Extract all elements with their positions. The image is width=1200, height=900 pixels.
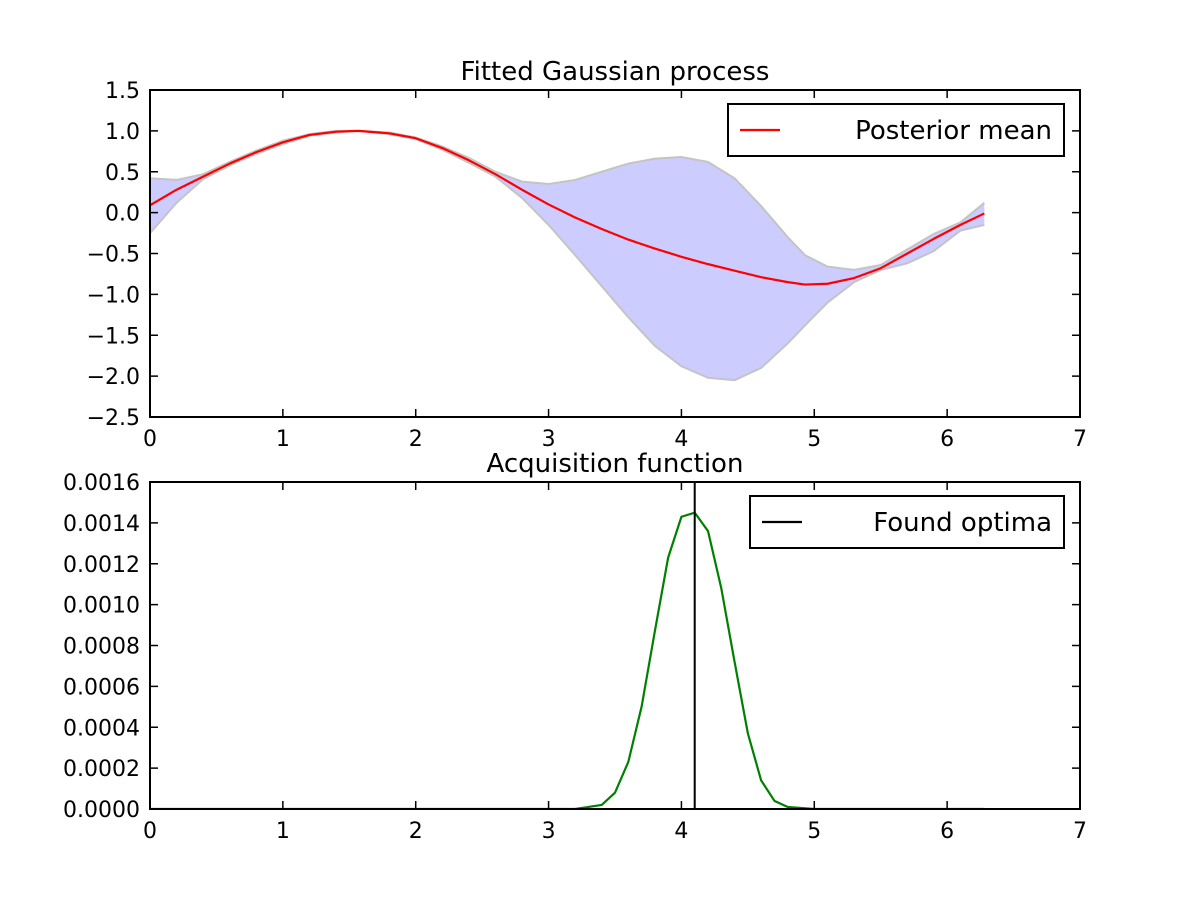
x-tick-label: 6 [940, 819, 954, 844]
y-tick-label: 0.5 [105, 161, 140, 186]
x-tick-label: 5 [807, 819, 821, 844]
x-tick-label: 3 [542, 427, 556, 452]
plot-area [150, 482, 985, 809]
x-tick-label: 3 [542, 819, 556, 844]
legend-box [727, 103, 1065, 157]
confidence-band-upper-edge [150, 129, 985, 271]
y-tick-label: 0.0012 [63, 553, 140, 578]
posterior-mean-line [150, 129, 985, 286]
y-tick-label: 0.0014 [63, 512, 140, 537]
acquisition-curve [150, 511, 985, 809]
y-tick-label: −2.0 [87, 365, 140, 390]
legend-label: Posterior mean [855, 116, 1052, 146]
x-tick-label: 4 [674, 427, 688, 452]
chart-title: Fitted Gaussian process [461, 57, 770, 87]
x-tick-label: 0 [143, 819, 157, 844]
y-tick-label: 0.0 [105, 202, 140, 227]
x-tick-label: 4 [674, 819, 688, 844]
plot-area [150, 129, 985, 382]
y-tick-label: 0.0004 [63, 716, 140, 741]
confidence-band [150, 130, 985, 381]
x-tick-label: 1 [276, 819, 290, 844]
x-tick-label: 7 [1073, 427, 1087, 452]
x-tick-label: 5 [807, 427, 821, 452]
x-tick-label: 1 [276, 427, 290, 452]
acquisition-axes: 0 1 2 3 4 5 6 7 0.0000 0.0002 0.0004 0.0006 0.0008 0.… [63, 449, 1087, 844]
legend-label: Found optima [873, 508, 1052, 538]
x-tick-label: 2 [409, 819, 423, 844]
y-tick-label: −2.5 [87, 406, 140, 431]
y-tick-label: 0.0002 [63, 757, 140, 782]
y-tick-label: −1.0 [87, 283, 140, 308]
y-tick-label: −1.5 [87, 324, 140, 349]
x-tick-label: 7 [1073, 819, 1087, 844]
y-tick-label: 1.5 [105, 79, 140, 104]
y-tick-label: −0.5 [87, 243, 140, 268]
y-tick-label: 0.0000 [63, 798, 140, 823]
y-tick-label: 0.0010 [63, 594, 140, 619]
x-tick-label: 6 [940, 427, 954, 452]
gp-axes: 0 1 2 3 4 5 6 7 −2.5 −2.0 −1.5 −1.0 −0.5 0.0 0.5 1.0 1.5… [87, 57, 1087, 452]
x-tick-label: 2 [409, 427, 423, 452]
y-tick-label: 1.0 [105, 120, 140, 145]
y-tick-label: 0.0006 [63, 675, 140, 700]
confidence-band-lower-edge [150, 129, 985, 382]
y-tick-label: 0.0016 [63, 471, 140, 496]
y-tick-label: 0.0008 [63, 635, 140, 660]
legend-box [749, 495, 1065, 549]
chart-title: Acquisition function [487, 449, 744, 479]
x-tick-label: 0 [143, 427, 157, 452]
